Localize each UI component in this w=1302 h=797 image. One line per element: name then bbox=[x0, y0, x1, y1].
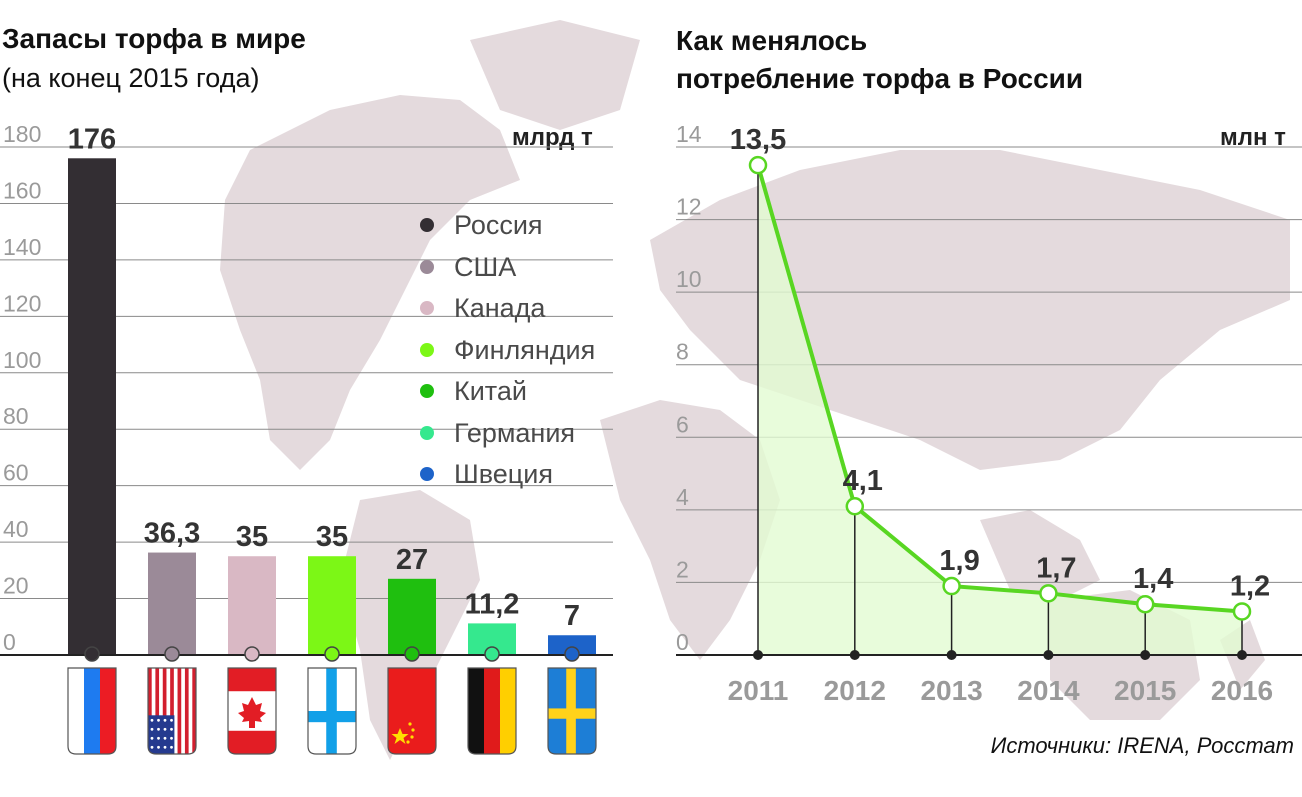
bar-china bbox=[388, 578, 436, 655]
bar-y-tick-label: 100 bbox=[3, 347, 41, 373]
legend-dot-germany bbox=[420, 425, 434, 440]
consumption-line bbox=[756, 164, 1243, 614]
line-value-label: 4,1 bbox=[843, 465, 883, 497]
line-value-label: 1,2 bbox=[1230, 570, 1270, 602]
line-x-tick-label: 2015 bbox=[1114, 675, 1176, 706]
bar-y-tick-label: 180 bbox=[3, 121, 41, 147]
legend-dot-canada bbox=[420, 301, 434, 315]
right-chart-title-line1: Как менялось bbox=[676, 25, 868, 56]
legend-label-china: Китай bbox=[454, 376, 527, 406]
line-value-label: 1,7 bbox=[1036, 552, 1076, 584]
line-y-tick-label: 0 bbox=[676, 629, 689, 655]
germany-flag bbox=[467, 667, 517, 755]
bar-value-label: 176 bbox=[68, 123, 116, 155]
line-point bbox=[942, 576, 961, 596]
bar-y-tick-label: 60 bbox=[3, 460, 29, 486]
line-point bbox=[1135, 594, 1155, 614]
legend-dot-usa bbox=[420, 259, 434, 274]
line-point bbox=[845, 496, 865, 516]
line-point bbox=[1232, 602, 1252, 621]
peat-reserves-bar-chart: 0 20 40 60 80 100 120 140 160 180 176 36,3 35 35 27 11… bbox=[0, 121, 613, 755]
line-value-label: 1,4 bbox=[1133, 563, 1173, 595]
legend-label-russia: Россия bbox=[454, 210, 543, 240]
line-y-tick-label: 8 bbox=[676, 339, 689, 365]
legend-label-sweden: Швеция bbox=[454, 459, 553, 489]
canada-flag bbox=[227, 667, 277, 755]
consumption-area bbox=[758, 165, 1242, 655]
bar-russia bbox=[68, 158, 116, 656]
bar-value-label: 7 bbox=[564, 600, 580, 632]
china-flag bbox=[387, 667, 437, 755]
line-x-tick-label: 2011 bbox=[728, 675, 789, 706]
right-chart-title-line2: потребление торфа в России bbox=[676, 63, 1084, 94]
line-value-label: 1,9 bbox=[939, 545, 979, 577]
bar-y-tick-label: 20 bbox=[3, 573, 29, 599]
bar-y-tick-label: 120 bbox=[3, 290, 41, 316]
bar-y-tick-label: 140 bbox=[3, 234, 41, 260]
line-x-tick-label: 2016 bbox=[1211, 675, 1273, 706]
line-y-tick-label: 4 bbox=[676, 484, 689, 510]
line-point bbox=[1039, 584, 1058, 603]
legend-label-germany: Германия bbox=[454, 417, 576, 448]
source-note: Источники: IRENA, Росстат bbox=[990, 733, 1294, 758]
bar-y-tick-label: 160 bbox=[3, 177, 41, 203]
line-x-tick-label: 2013 bbox=[920, 675, 982, 706]
bar-value-label: 35 bbox=[236, 521, 268, 553]
sweden-flag bbox=[547, 667, 597, 755]
line-y-tick-label: 2 bbox=[676, 556, 689, 582]
bar-usa bbox=[148, 552, 196, 655]
russia-flag bbox=[67, 667, 117, 755]
line-y-tick-label: 12 bbox=[676, 194, 702, 220]
legend-dot-finland bbox=[420, 342, 434, 357]
left-chart-title: Запасы торфа в мире bbox=[2, 23, 306, 54]
bar-anchor-dot bbox=[404, 646, 420, 662]
legend-label-canada: Канада bbox=[454, 293, 546, 323]
bar-value-label: 11,2 bbox=[465, 588, 520, 620]
bar-y-tick-label: 0 bbox=[3, 629, 16, 655]
line-value-label: 13,5 bbox=[730, 124, 786, 156]
bar-canada bbox=[228, 556, 276, 655]
line-point bbox=[748, 155, 768, 175]
bar-anchor-dot bbox=[564, 646, 580, 662]
legend-dot-sweden bbox=[420, 467, 434, 481]
bar-y-tick-label: 40 bbox=[3, 516, 29, 542]
bar-finland bbox=[308, 556, 356, 655]
left-chart-subtitle: (на конец 2015 года) bbox=[2, 63, 260, 93]
legend-dot-russia bbox=[420, 218, 434, 232]
finland-flag bbox=[307, 667, 357, 755]
bar-value-label: 27 bbox=[396, 544, 428, 576]
legend-label-finland: Финляндия bbox=[454, 334, 596, 365]
bar-anchor-dot bbox=[324, 646, 340, 662]
line-y-tick-label: 6 bbox=[676, 411, 689, 437]
bar-anchor-dot bbox=[484, 646, 500, 662]
bar-y-tick-label: 80 bbox=[3, 403, 29, 429]
line-y-tick-label: 14 bbox=[676, 121, 702, 147]
legend-label-usa: США bbox=[454, 251, 517, 282]
bar-anchor-dot bbox=[244, 646, 260, 662]
line-x-tick-label: 2012 bbox=[824, 675, 886, 706]
bar-sweden bbox=[548, 635, 596, 655]
line-y-tick-label: 10 bbox=[676, 266, 702, 292]
legend-dot-china bbox=[420, 384, 434, 398]
line-x-tick-label: 2014 bbox=[1017, 675, 1080, 706]
bar-value-label: 36,3 bbox=[144, 518, 200, 550]
bar-value-label: 35 bbox=[316, 521, 348, 553]
bar-anchor-dot bbox=[84, 646, 100, 662]
bar-anchor-dot bbox=[164, 646, 180, 662]
usa-flag bbox=[147, 667, 197, 755]
